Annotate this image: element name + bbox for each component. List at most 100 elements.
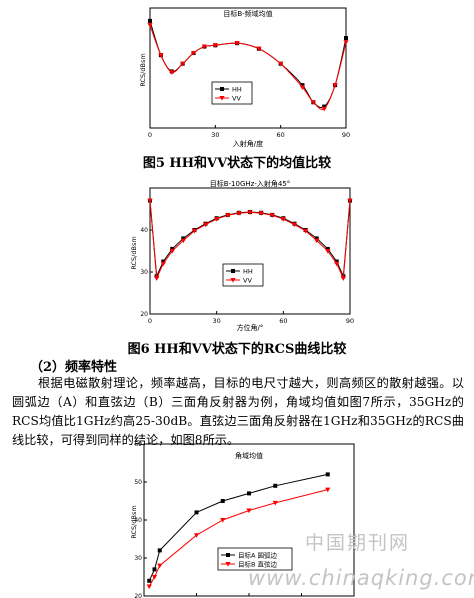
data-point [158, 53, 164, 58]
data-point [193, 533, 200, 538]
data-point [212, 43, 218, 48]
legend-marker [225, 562, 231, 567]
data-point [246, 508, 252, 514]
data-point [247, 210, 253, 215]
legend-box [217, 547, 293, 571]
legend-marker [230, 278, 236, 283]
data-point [169, 70, 175, 75]
data-point [310, 100, 316, 105]
data-point [273, 483, 278, 488]
data-point [347, 198, 353, 204]
data-point [302, 228, 309, 234]
y-tick-label: 20 [134, 593, 142, 598]
y-tick-label: 60 [134, 441, 142, 448]
y-tick-label: 30 [134, 555, 142, 562]
series-line-1 [148, 473, 328, 582]
data-point [234, 41, 240, 46]
x-axis-label: 方位角/° [237, 323, 264, 332]
data-point [154, 276, 160, 281]
chart-title: 目标B-10GHz-入射角45° [210, 179, 291, 188]
legend-marker [220, 87, 224, 91]
data-point [314, 236, 319, 241]
data-point [214, 217, 220, 222]
figure-5-caption: 图5 HH和VV状态下的均值比较 [142, 156, 332, 171]
x-tick-label: 30 [211, 131, 219, 139]
y-tick-label: 30 [140, 269, 148, 276]
x-axis-label: 入射角/度 [233, 139, 263, 148]
figure-7-chart: 角域均值 RCS/dBsm 20 30 40 50 60 目标A 圆弧边 目标B 直弦边 [128, 440, 368, 598]
data-point [334, 261, 340, 267]
legend-label: 目标A 圆弧边 [238, 551, 278, 560]
x-tick-label: 0 [148, 317, 152, 325]
y-tick-label: 50 [134, 479, 142, 486]
section-heading: （2）频率特性 [30, 360, 118, 375]
body-paragraph: 根据电磁散射理论，频率越高，目标的电尺寸越大，则高频区的散射越强。以圆弧边（A）… [12, 376, 464, 447]
y-tick-label: 40 [134, 517, 142, 524]
data-point [325, 487, 331, 493]
data-point [180, 61, 186, 67]
data-point [151, 575, 158, 580]
data-point [169, 249, 175, 254]
figure-6-chart: 目标B-10GHz-入射角45° RCS/dBsm 0 30 60 90 20 30 40 方位角… [128, 176, 356, 336]
data-point [201, 44, 208, 50]
plot-frame [149, 7, 347, 129]
plot-frame [149, 187, 351, 315]
x-tick-label: 60 [279, 317, 287, 325]
figure-6-caption: 图6 HH和VV状态下的RCS曲线比较 [127, 342, 347, 357]
x-tick-label: 90 [346, 317, 354, 325]
data-point [194, 510, 199, 515]
data-point [247, 491, 251, 496]
legend-label: HH [232, 86, 242, 94]
legend-label: VV [232, 95, 241, 103]
legend-label: 目标B 直弦边 [238, 560, 278, 569]
y-axis-label: RCS/dBsm [140, 53, 147, 86]
legend-marker [226, 553, 230, 557]
data-point [334, 259, 339, 264]
data-point [322, 104, 327, 109]
y-tick-label: 20 [140, 311, 148, 318]
data-point [202, 222, 209, 228]
figure-5-chart: 目标B-频域均值 RCS/dBsm 0 30 60 90 入射角/度 HH VV [140, 0, 356, 152]
legend-label: VV [243, 277, 252, 285]
data-point [181, 236, 186, 241]
data-point [220, 518, 226, 523]
data-point [225, 213, 231, 218]
data-point [321, 106, 327, 112]
data-point [146, 584, 152, 590]
figure-6-svg: 目标B-10GHz-入射角45° RCS/dBsm 0 30 60 90 20 30 40 方位角… [130, 179, 354, 332]
data-point [190, 51, 197, 56]
data-point [332, 83, 338, 88]
data-point [344, 36, 348, 40]
data-point [157, 563, 163, 569]
data-point [161, 259, 166, 264]
data-point [269, 213, 275, 218]
data-point [147, 23, 153, 28]
data-point [272, 500, 278, 506]
data-point [191, 228, 198, 234]
data-point [340, 276, 346, 281]
data-point [300, 83, 305, 88]
data-point [148, 18, 152, 23]
data-point [325, 246, 330, 251]
data-point [325, 472, 330, 477]
y-tick-label: 40 [140, 227, 148, 234]
chart-title: 目标B-频域均值 [223, 9, 272, 18]
x-tick-label: 60 [277, 131, 285, 139]
y-axis-label: RCS/dBsm [130, 505, 138, 538]
data-point [147, 578, 152, 583]
data-point [343, 40, 349, 45]
data-point [299, 85, 306, 90]
chart-title: 角域均值 [235, 451, 263, 460]
watermark-url: www.chinaqking.com [248, 566, 474, 590]
data-point [280, 217, 286, 222]
data-point [147, 198, 153, 204]
data-point [291, 222, 298, 228]
data-point [236, 211, 242, 216]
data-point [278, 61, 284, 67]
data-point [157, 548, 162, 553]
data-point [256, 46, 262, 52]
data-point [180, 238, 186, 244]
legend-marker [231, 269, 235, 273]
